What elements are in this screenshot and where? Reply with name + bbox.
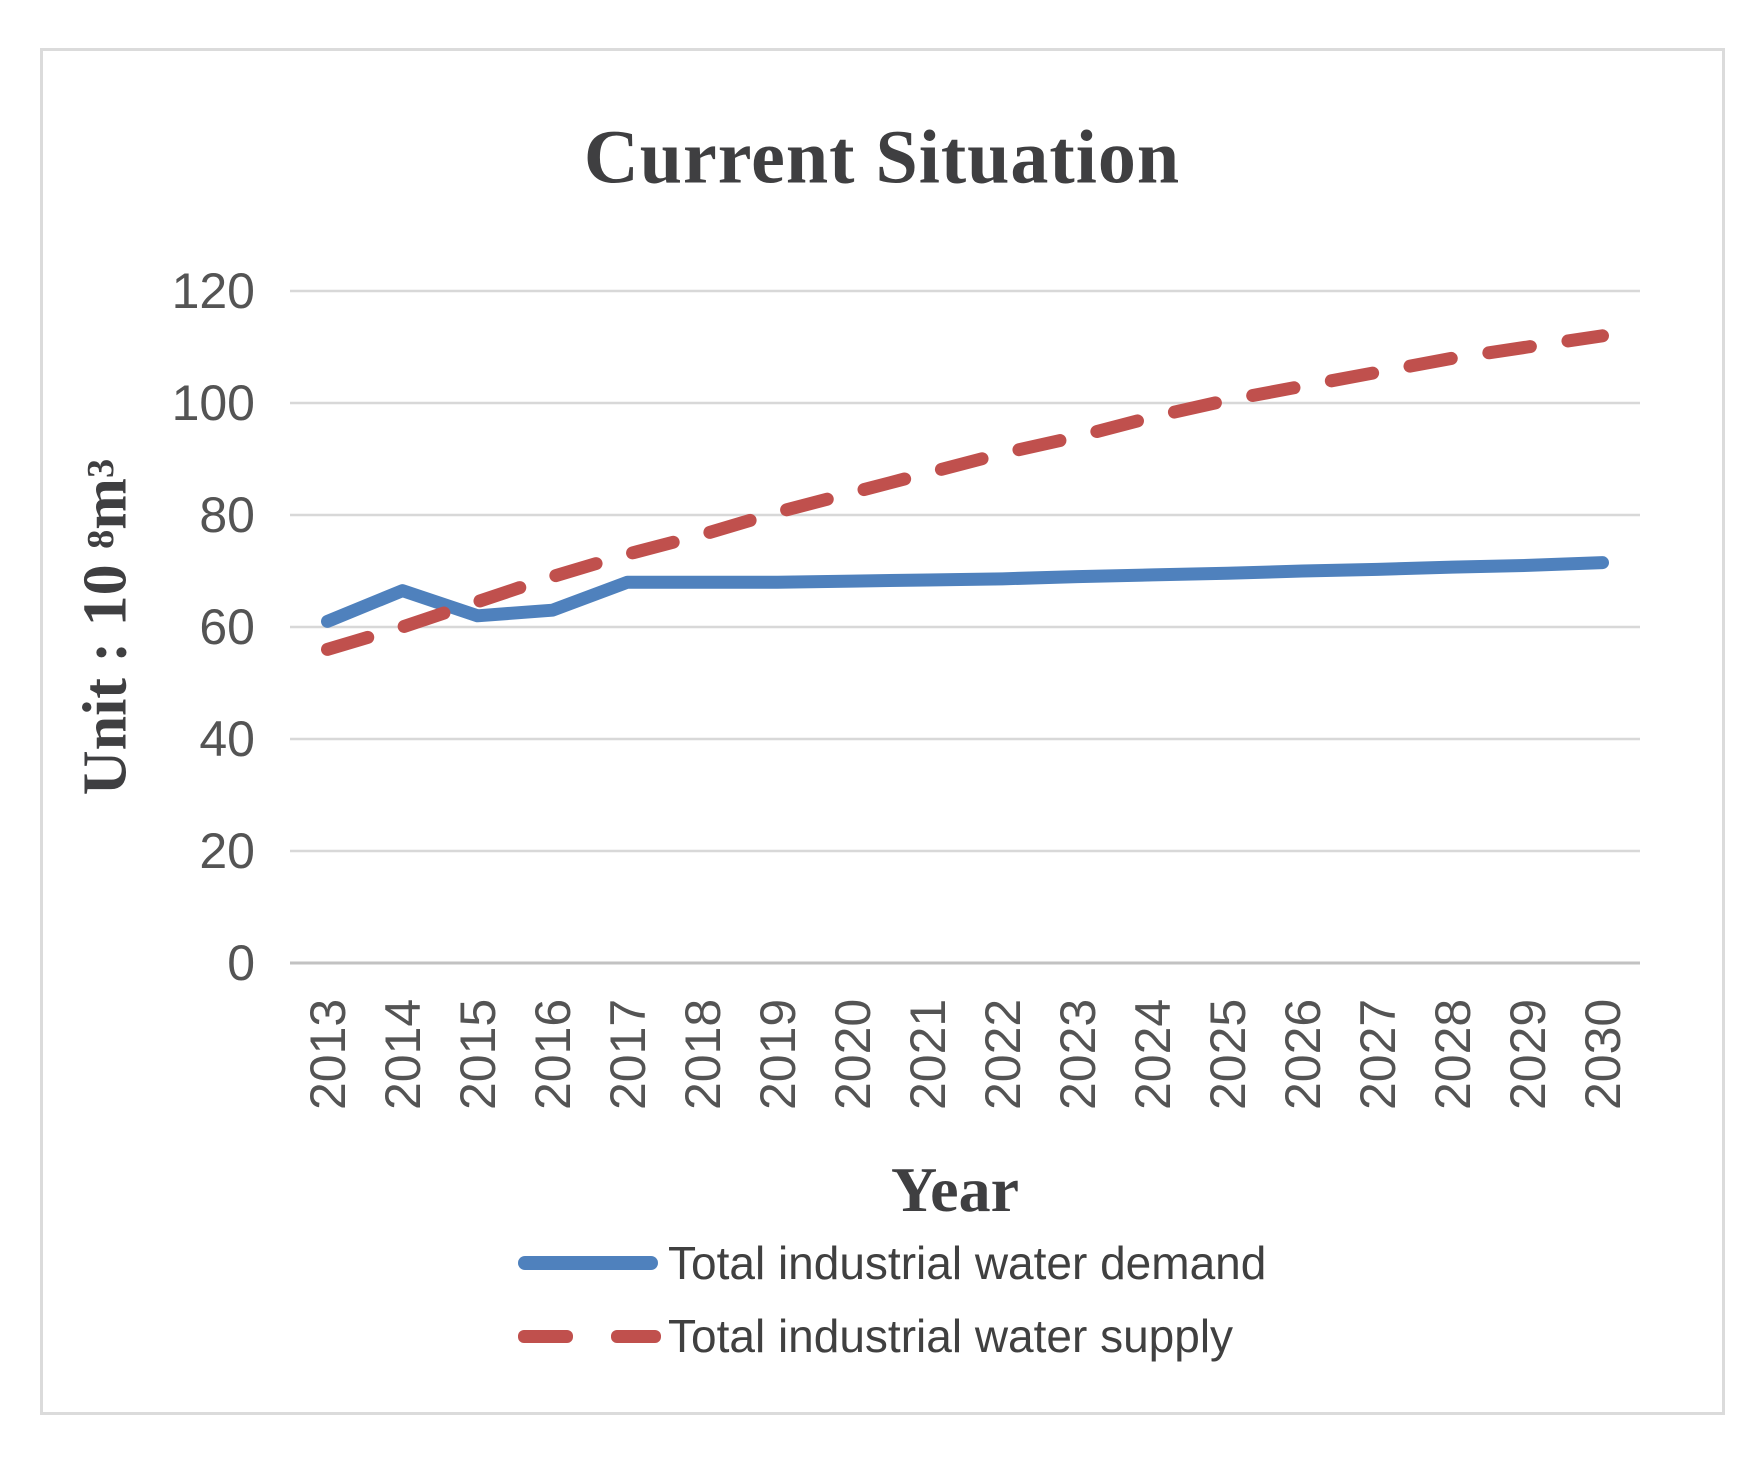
y-axis-title-superscript: 8 bbox=[80, 529, 123, 549]
y-tick-label-60: 60 bbox=[199, 599, 255, 655]
y-axis-title-superscript-2: 3 bbox=[80, 458, 123, 479]
x-tick-label-2029: 2029 bbox=[1499, 998, 1556, 1110]
legend-swatch-dashed-line bbox=[611, 1330, 661, 1343]
x-tick-label-2020: 2020 bbox=[824, 998, 881, 1110]
chart-title: Current Situation bbox=[583, 115, 1181, 200]
series-line-solid bbox=[321, 556, 1609, 628]
y-tick-label-0: 0 bbox=[227, 935, 255, 991]
y-axis-title-text: Unit : 10 bbox=[71, 548, 140, 796]
figure-border bbox=[40, 48, 1725, 1415]
legend-swatch-solid-line bbox=[518, 1256, 658, 1270]
series-line-dashed bbox=[321, 329, 1609, 656]
y-tick-label-20: 20 bbox=[199, 823, 255, 879]
x-tick-label-2027: 2027 bbox=[1349, 998, 1406, 1110]
x-tick-label-2018: 2018 bbox=[674, 998, 731, 1110]
x-tick-label-2023: 2023 bbox=[1049, 998, 1106, 1110]
y-tick-label-120: 120 bbox=[171, 263, 255, 319]
legend-swatch-dashed-line bbox=[518, 1330, 573, 1343]
x-tick-label-2024: 2024 bbox=[1124, 998, 1181, 1110]
x-tick-label-2017: 2017 bbox=[599, 998, 656, 1110]
x-tick-label-2030: 2030 bbox=[1574, 998, 1631, 1110]
y-axis-title: Unit : 10 8m3 bbox=[71, 459, 142, 795]
y-tick-label-80: 80 bbox=[199, 487, 255, 543]
x-tick-label-2015: 2015 bbox=[449, 998, 506, 1110]
x-tick-label-2013: 2013 bbox=[299, 998, 356, 1110]
legend-label: Total industrial water demand bbox=[668, 1237, 1267, 1289]
y-tick-label-100: 100 bbox=[171, 375, 255, 431]
x-axis-title: Year bbox=[891, 1154, 1019, 1225]
legend-label: Total industrial water supply bbox=[668, 1310, 1234, 1362]
x-tick-label-2021: 2021 bbox=[899, 998, 956, 1110]
y-tick-label-40: 40 bbox=[199, 711, 255, 767]
x-tick-label-2025: 2025 bbox=[1199, 998, 1256, 1110]
x-tick-label-2019: 2019 bbox=[749, 998, 806, 1110]
x-tick-label-2022: 2022 bbox=[974, 998, 1031, 1110]
x-tick-label-2014: 2014 bbox=[374, 998, 431, 1110]
y-axis-title-unit: m bbox=[71, 478, 140, 530]
x-tick-label-2016: 2016 bbox=[524, 998, 581, 1110]
x-tick-label-2026: 2026 bbox=[1274, 998, 1331, 1110]
x-tick-label-2028: 2028 bbox=[1424, 998, 1481, 1110]
